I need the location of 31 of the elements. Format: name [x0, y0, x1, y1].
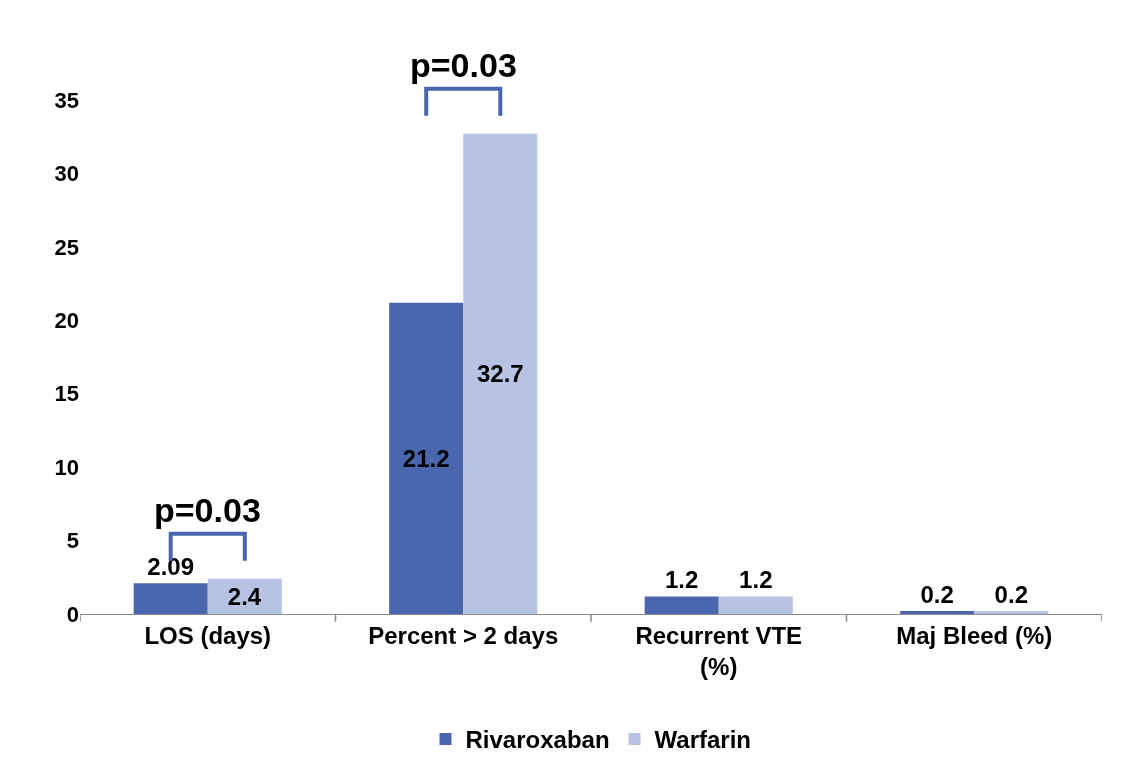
y-tick-label: 0 — [66, 601, 79, 627]
bar — [133, 583, 208, 614]
bar — [644, 596, 719, 614]
annotation: p=0.03 — [410, 46, 517, 84]
data-label: 2.09 — [147, 553, 195, 581]
bar — [900, 611, 975, 614]
legend-label: Warfarin — [654, 726, 752, 754]
data-label: 0.2 — [994, 581, 1028, 609]
x-tick-label: Maj Bleed (%) — [896, 621, 1053, 649]
data-label: 0.2 — [920, 581, 954, 609]
annotation: p=0.03 — [154, 491, 261, 529]
x-tick-label: Percent > 2 days — [368, 621, 559, 649]
y-tick-label: 20 — [54, 307, 79, 333]
x-tick-label: LOS (days) — [144, 621, 272, 649]
data-label: 2.4 — [227, 582, 262, 610]
bar — [718, 596, 793, 614]
legend-label: Rivaroxaban — [465, 726, 610, 754]
y-tick-label: 5 — [66, 528, 79, 554]
y-tick-label: 15 — [54, 381, 79, 407]
y-tick-label: 25 — [54, 234, 79, 260]
data-label: 1.2 — [665, 566, 699, 594]
data-label: 1.2 — [739, 566, 773, 594]
bar — [463, 133, 538, 614]
data-label: 21.2 — [402, 444, 450, 472]
y-tick-label: 10 — [54, 454, 79, 480]
y-tick-label: 35 — [54, 87, 79, 113]
data-label: 32.7 — [476, 360, 524, 388]
bar — [974, 611, 1049, 614]
x-tick-label: Recurrent VTE (%) — [635, 621, 803, 680]
bar — [389, 302, 464, 614]
y-tick-label: 30 — [54, 161, 79, 187]
